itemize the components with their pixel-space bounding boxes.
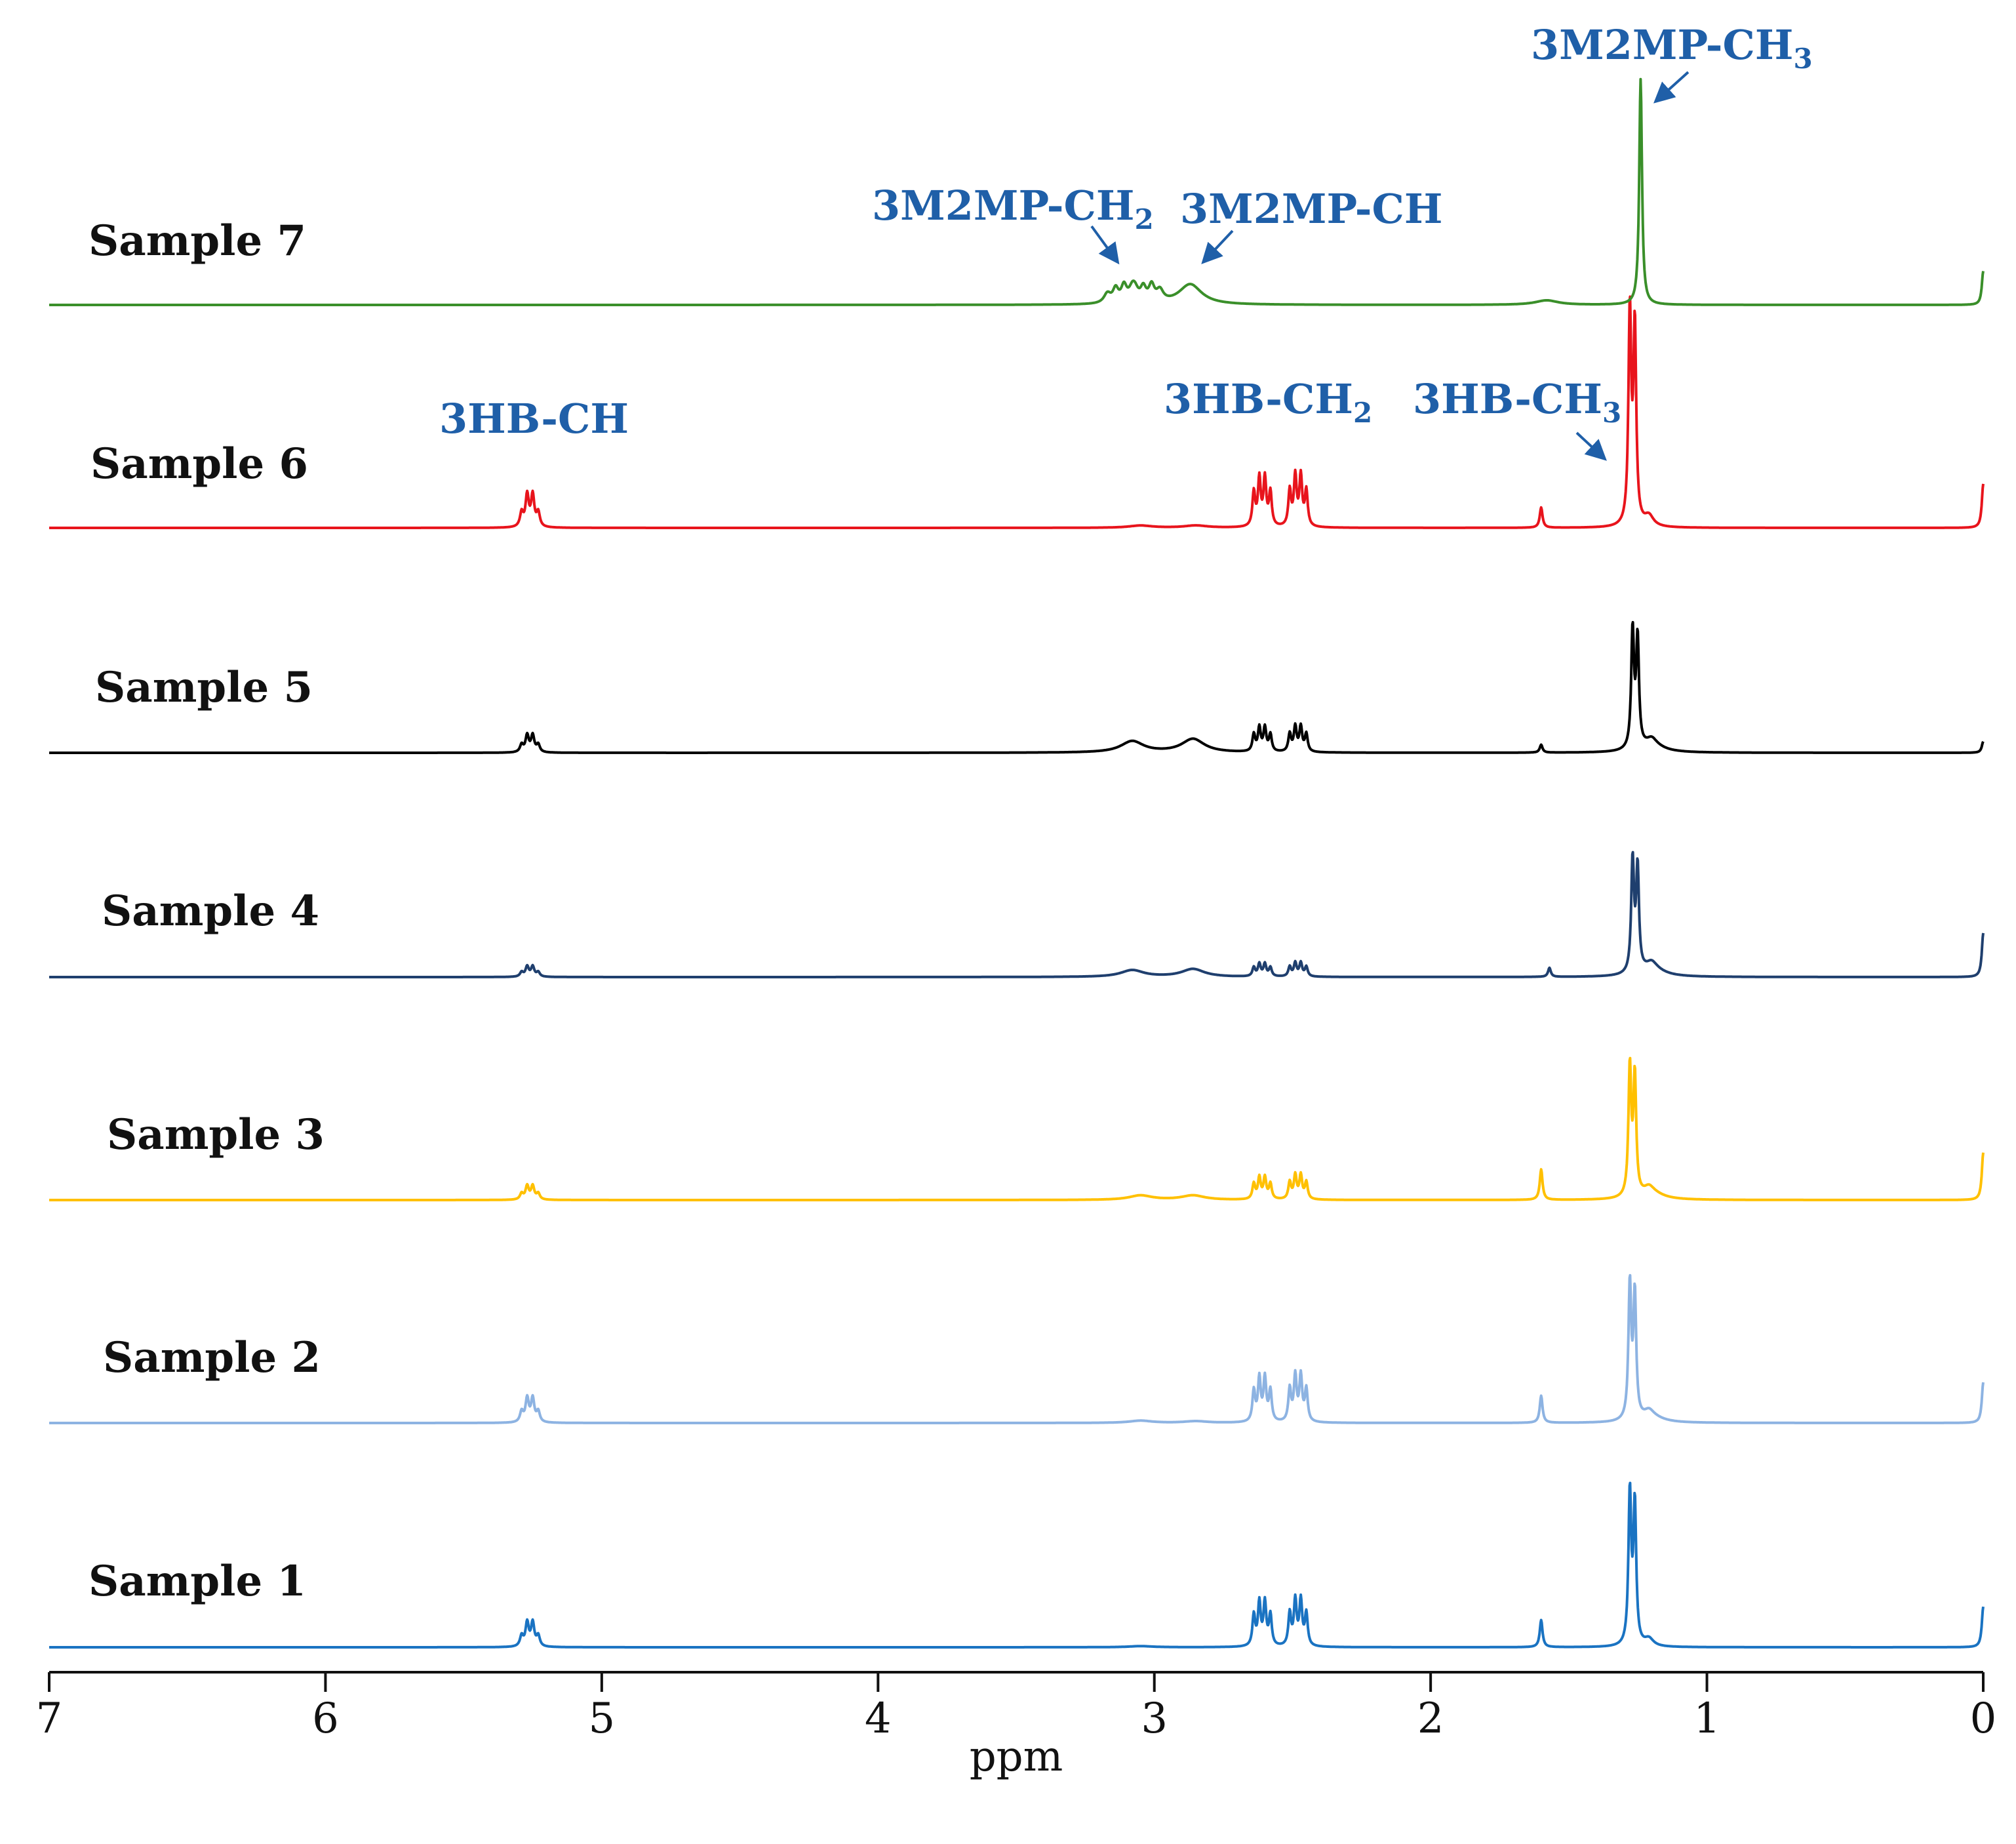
x-axis-title: ppm <box>970 1733 1063 1781</box>
annotation-m-ch3: 3M2MP-CH3 <box>1531 21 1813 75</box>
x-tick-label-0: 0 <box>1970 1694 1997 1743</box>
spectra-layer <box>48 77 1985 1649</box>
x-axis: 7 6 5 4 3 2 1 0 ppm <box>36 1671 1997 1781</box>
annotation-arrow-m-ch3 <box>1653 71 1690 104</box>
x-tick-label-5: 5 <box>588 1694 615 1743</box>
annotation-hb-ch: 3HB-CH <box>439 395 629 443</box>
annotation-m-ch: 3M2MP-CH <box>1180 185 1442 233</box>
sample-label-2: Sample 2 <box>103 1333 321 1382</box>
spectrum-line-6 <box>48 295 1985 529</box>
spectrum-line-4 <box>48 851 1985 978</box>
peak-annotations-layer: 3M2MP-CH3 3M2MP-CH2 3M2MP-CH 3HB-CH 3HB-CH2 3… <box>439 21 1813 461</box>
spectrum-line-3 <box>48 1056 1985 1201</box>
sample-label-7: Sample 7 <box>89 216 306 266</box>
x-tick-label-4: 4 <box>865 1694 892 1743</box>
x-tick-label-3: 3 <box>1141 1694 1168 1743</box>
spectrum-line-7 <box>48 77 1985 306</box>
annotation-arrow-m-ch2 <box>1090 225 1120 265</box>
annotation-arrow-m-ch <box>1201 230 1234 264</box>
annotation-hb-ch3: 3HB-CH3 <box>1413 375 1621 429</box>
sample-labels-layer: Sample 1 Sample 2 Sample 3 Sample 4 Sample 5… <box>89 216 325 1606</box>
sample-label-5: Sample 5 <box>95 663 313 712</box>
annotation-hb-ch2: 3HB-CH2 <box>1164 375 1372 429</box>
x-tick-label-6: 6 <box>312 1694 339 1743</box>
sample-label-6: Sample 6 <box>90 439 308 489</box>
x-tick-label-7: 7 <box>36 1694 63 1743</box>
annotation-arrow-hb-ch3 <box>1575 431 1607 461</box>
spectrum-line-1 <box>48 1481 1985 1649</box>
spectrum-line-5 <box>48 620 1985 754</box>
x-tick-label-2: 2 <box>1417 1694 1444 1743</box>
sample-label-4: Sample 4 <box>102 887 319 936</box>
spectrum-line-2 <box>48 1273 1985 1424</box>
sample-label-1: Sample 1 <box>89 1557 306 1606</box>
annotation-m-ch2: 3M2MP-CH2 <box>872 182 1154 235</box>
x-tick-label-1: 1 <box>1693 1694 1720 1743</box>
sample-label-3: Sample 3 <box>107 1110 325 1159</box>
